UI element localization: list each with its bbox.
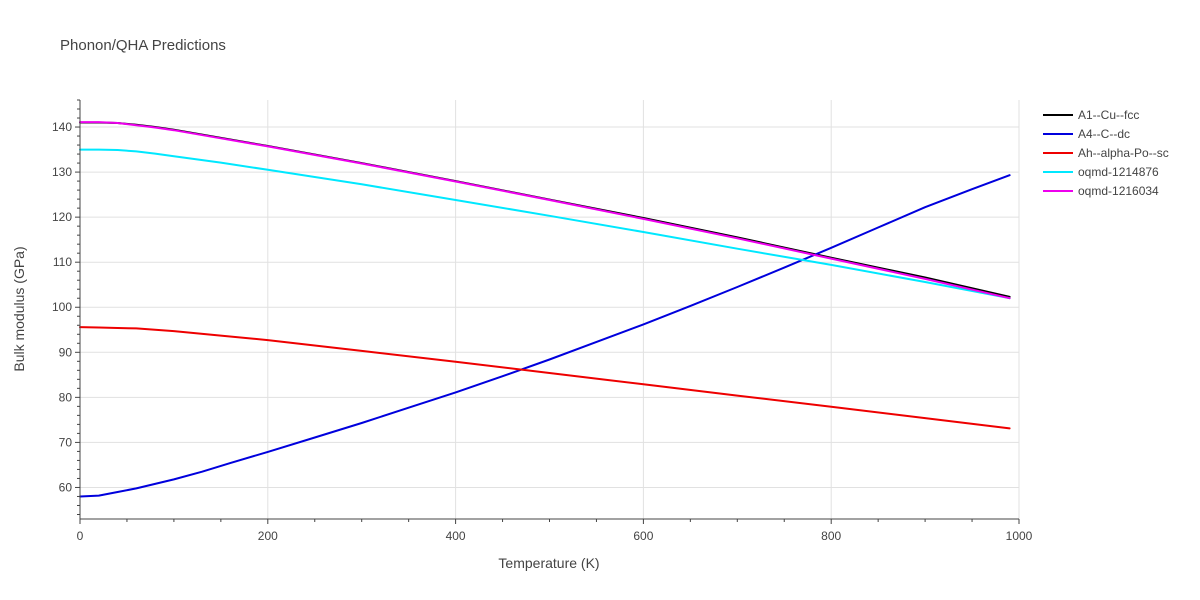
series-line-A4--C--dc: [79, 174, 1011, 498]
plot-area: [79, 121, 1011, 498]
series-line-Ah--alpha-Po--sc: [79, 326, 1011, 430]
legend-label: A4--C--dc: [1078, 127, 1130, 141]
y-tick-label: 60: [59, 480, 73, 494]
x-tick-label: 400: [446, 529, 466, 543]
axes: 0 200 400 600 800 1000 60 70 80 90 100 110 120 130 140: [52, 99, 1033, 543]
y-tick-label: 130: [52, 165, 72, 179]
legend-label: Ah--alpha-Po--sc: [1078, 146, 1169, 160]
legend: A1--Cu--fcc A4--C--dc Ah--alpha-Po--sc oqmd…: [1043, 108, 1169, 198]
grid: [80, 100, 1020, 519]
x-tick-label: 200: [258, 529, 278, 543]
legend-label: oqmd-1216034: [1078, 184, 1159, 198]
chart-title: Phonon/QHA Predictions: [60, 37, 226, 54]
x-tick-label: 800: [821, 529, 841, 543]
y-tick-label: 90: [59, 345, 73, 359]
y-tick-label: 100: [52, 300, 72, 314]
x-tick-label: 0: [77, 529, 84, 543]
y-tick-label: 110: [53, 255, 72, 269]
x-tick-label: 600: [633, 529, 653, 543]
y-tick-label: 80: [59, 390, 73, 404]
series-line-oqmd-1216034: [79, 121, 1011, 300]
legend-label: oqmd-1214876: [1078, 165, 1159, 179]
y-tick-label: 70: [59, 435, 73, 449]
x-axis-title: Temperature (K): [498, 555, 599, 571]
y-axis-title: Bulk modulus (GPa): [11, 246, 27, 371]
series-line-oqmd-1214876: [79, 148, 1011, 300]
x-tick-label: 1000: [1006, 529, 1033, 543]
legend-label: A1--Cu--fcc: [1078, 108, 1139, 122]
y-tick-label: 140: [52, 120, 72, 134]
series-line-A1--Cu--fcc: [79, 121, 1011, 298]
y-tick-label: 120: [52, 210, 72, 224]
